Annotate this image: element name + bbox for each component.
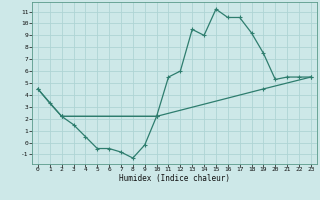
X-axis label: Humidex (Indice chaleur): Humidex (Indice chaleur) xyxy=(119,174,230,183)
